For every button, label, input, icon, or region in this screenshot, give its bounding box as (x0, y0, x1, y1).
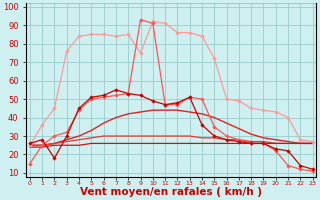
X-axis label: Vent moyen/en rafales ( km/h ): Vent moyen/en rafales ( km/h ) (80, 187, 262, 197)
